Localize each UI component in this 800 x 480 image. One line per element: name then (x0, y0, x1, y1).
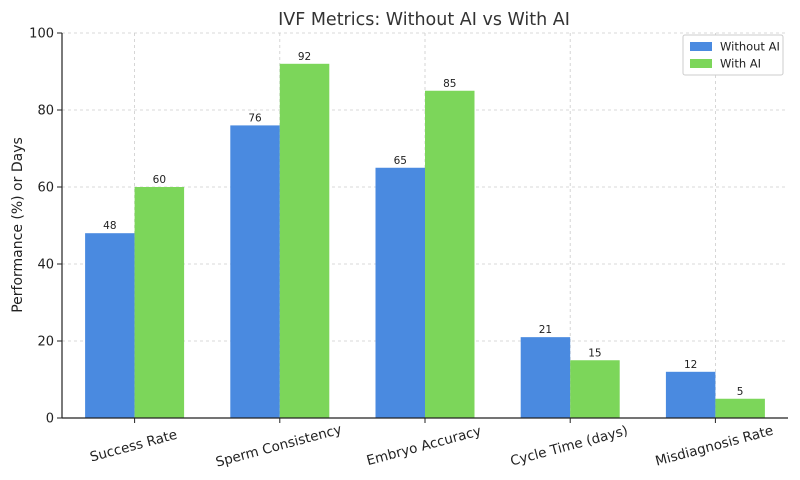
bars (85, 63, 765, 419)
bar-without-ai (375, 167, 425, 418)
y-tick-label: 20 (37, 335, 54, 350)
bar-value-label: 12 (684, 359, 697, 371)
bar-with-ai (570, 360, 620, 418)
bar-value-label: 76 (248, 112, 262, 124)
y-tick-label: 40 (37, 258, 54, 273)
y-ticks: 0 20 40 60 80 100 (29, 27, 62, 427)
bar-without-ai (85, 233, 135, 418)
legend-label-with-ai: With AI (720, 57, 761, 71)
x-tick-label: Cycle Time (days) (509, 423, 630, 470)
legend-swatch-without-ai (690, 42, 712, 51)
x-tick-label: Success Rate (88, 427, 179, 466)
y-tick-label: 100 (29, 27, 54, 42)
x-ticks: Success Rate Sperm Consistency Embryo Accu… (88, 418, 775, 471)
bar-value-labels: 48 76 65 21 12 60 92 85 15 5 (103, 51, 743, 398)
bar-value-label: 48 (103, 220, 116, 232)
legend-swatch-with-ai (690, 59, 712, 68)
bar-value-label: 92 (298, 51, 311, 63)
legend-label-without-ai: Without AI (720, 40, 780, 54)
bar-with-ai (425, 90, 475, 418)
bar-with-ai (279, 63, 330, 419)
bar-value-label: 15 (588, 347, 601, 359)
bar-value-label: 5 (737, 386, 744, 398)
bar-without-ai (230, 125, 280, 419)
bar-value-label: 60 (153, 174, 166, 186)
bar-without-ai (520, 337, 571, 418)
y-tick-label: 80 (37, 104, 54, 119)
bar-without-ai (665, 371, 716, 418)
x-tick-label: Misdiagnosis Rate (654, 423, 775, 470)
bar-value-label: 21 (539, 324, 552, 336)
x-tick-label: Sperm Consistency (214, 422, 344, 471)
x-tick-label: Embryo Accuracy (365, 423, 483, 469)
bar-with-ai (134, 187, 185, 418)
bar-with-ai (715, 398, 765, 418)
legend: Without AI With AI (682, 34, 784, 76)
y-tick-label: 60 (37, 181, 54, 196)
chart-title: IVF Metrics: Without AI vs With AI (278, 10, 570, 30)
y-tick-label: 0 (46, 412, 54, 427)
y-axis-label: Performance (%) or Days (10, 137, 26, 313)
bar-value-label: 65 (394, 155, 407, 167)
bar-value-label: 85 (443, 78, 456, 90)
